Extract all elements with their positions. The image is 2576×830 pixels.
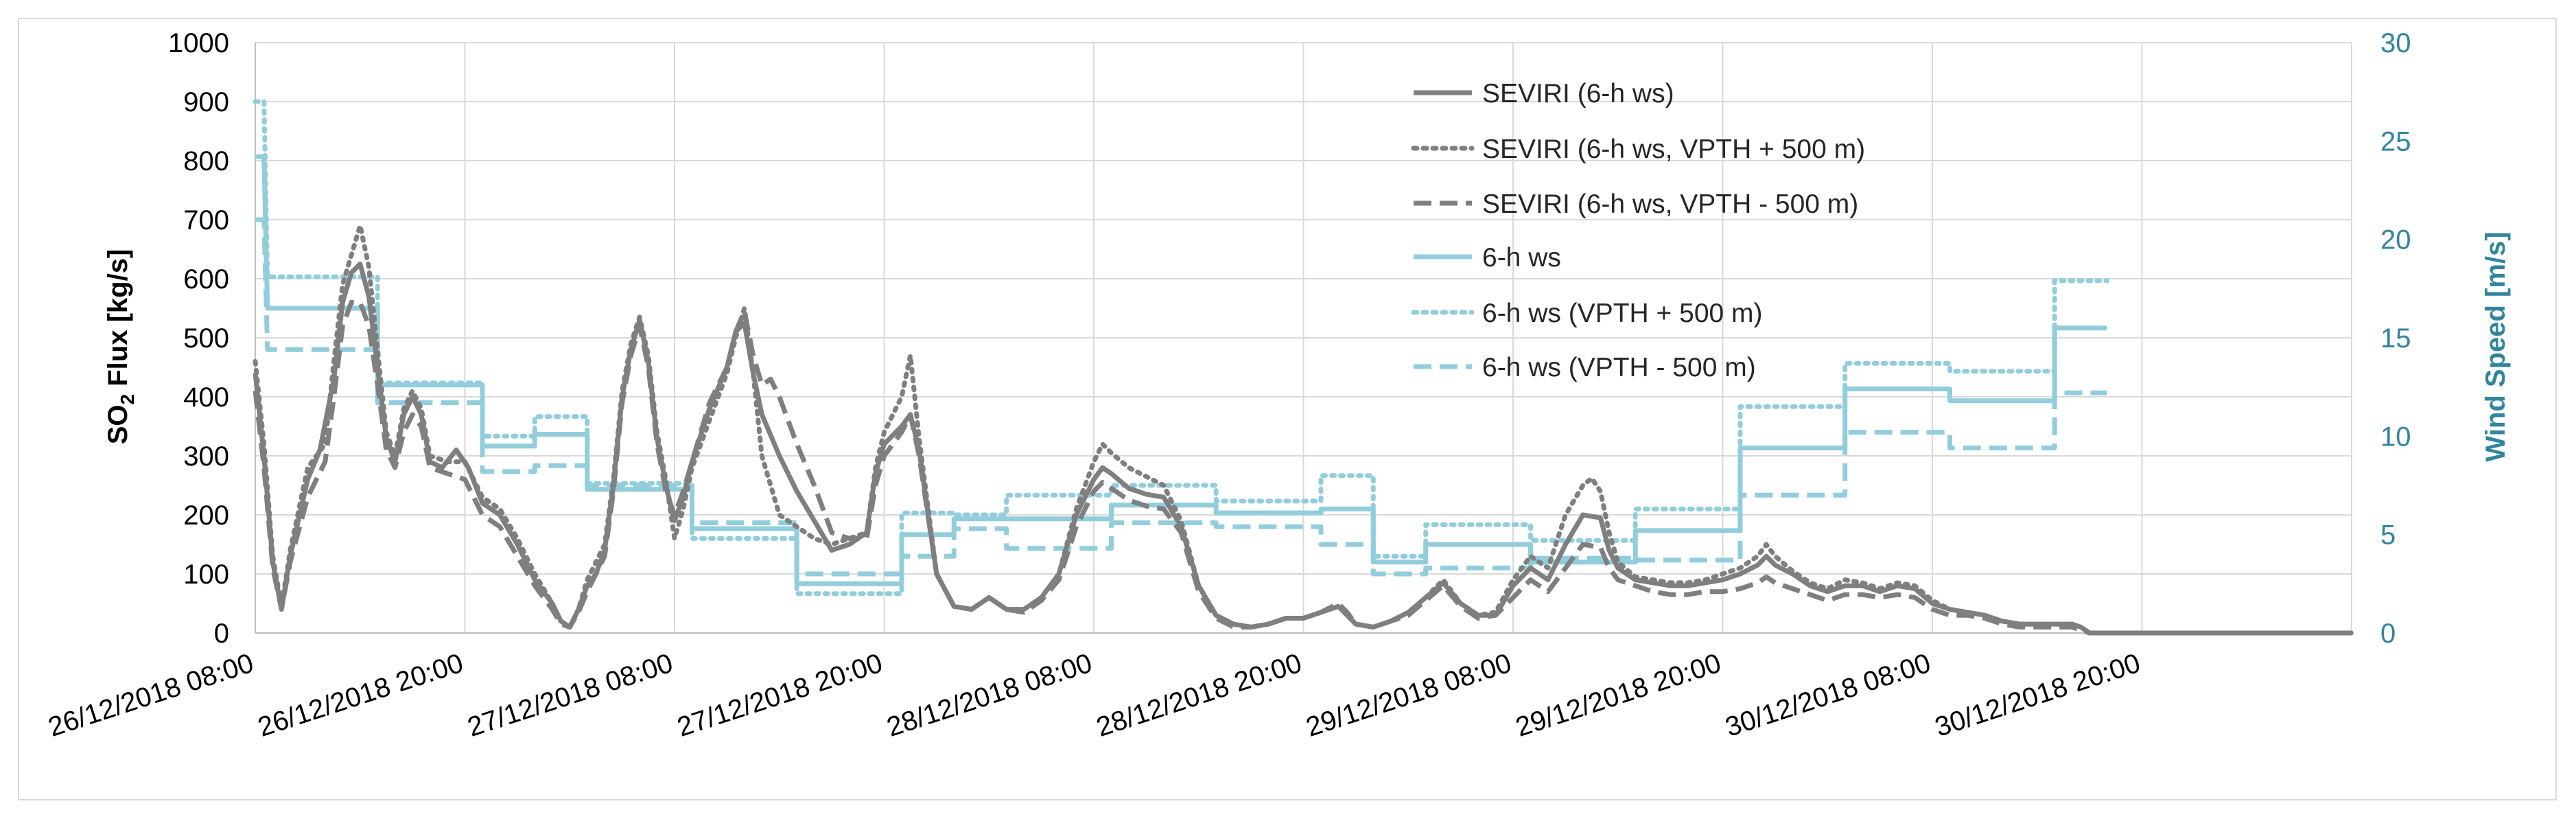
y-right-tick-label: 0 [2380,619,2396,649]
y-right-tick-label: 5 [2380,520,2396,551]
x-tick-label: 29/12/2018 20:00 [1512,648,1725,743]
y-left-tick-label: 100 [183,560,229,590]
chart-frame [18,18,2557,800]
legend-label-ws-minus: 6-h ws (VPTH - 500 m) [1482,353,1756,382]
legend-label-seviri: SEVIRI (6-h ws) [1482,79,1674,108]
y-axis-left-title: SO2 Flux [kg/s] [103,249,138,445]
x-tick-label: 27/12/2018 08:00 [464,648,677,743]
legend-label-ws-plus: 6-h ws (VPTH + 500 m) [1482,299,1763,328]
legend-label-seviri-plus: SEVIRI (6-h ws, VPTH + 500 m) [1482,135,1865,164]
y-left-tick-label: 400 [183,382,229,413]
axes [255,43,2352,634]
x-tick-label: 28/12/2018 20:00 [1093,648,1306,743]
y-left-tick-label: 600 [183,264,229,295]
legend-label-ws: 6-h ws [1482,243,1561,273]
y-right-tick-label: 10 [2380,422,2411,452]
x-tick-label: 27/12/2018 20:00 [674,648,887,743]
y-left-tick-label: 500 [183,323,229,354]
legend-label-seviri-minus: SEVIRI (6-h ws, VPTH - 500 m) [1482,189,1858,219]
series-line-2 [253,299,2352,636]
legend: SEVIRI (6-h ws) SEVIRI (6-h ws, VPTH + 5… [1411,79,1865,382]
y-left-tick-label: 0 [214,619,229,649]
y-left-tick-label: 300 [183,441,229,472]
y-left-tick-label: 900 [183,87,229,117]
x-tick-label: 29/12/2018 08:00 [1302,648,1515,743]
y-right-tick-label: 25 [2380,126,2411,157]
x-tick-label: 30/12/2018 08:00 [1722,648,1934,743]
series-line-4 [253,99,2110,597]
x-tick-label: 26/12/2018 08:00 [45,648,257,743]
y-axis-right-title: Wind Speed [m/s] [2481,231,2511,461]
x-tick-label: 26/12/2018 20:00 [255,648,467,743]
y-right-tick-label: 15 [2380,323,2411,354]
x-tick-label: 30/12/2018 20:00 [1932,648,2144,743]
y-right-tick-label: 20 [2380,225,2411,255]
series-line-1 [253,223,2354,636]
y-left-tick-label: 800 [183,146,229,176]
y-left-tick-label: 1000 [168,28,229,58]
x-tick-label: 28/12/2018 08:00 [883,648,1096,743]
gridlines [255,42,2352,633]
series-lines [253,99,2354,636]
series-line-3 [255,154,2107,586]
series-line-5 [255,217,2107,577]
y-left-tick-label: 200 [183,500,229,531]
y-right-tick-label: 30 [2380,28,2411,58]
y-left-tick-label: 700 [183,205,229,235]
